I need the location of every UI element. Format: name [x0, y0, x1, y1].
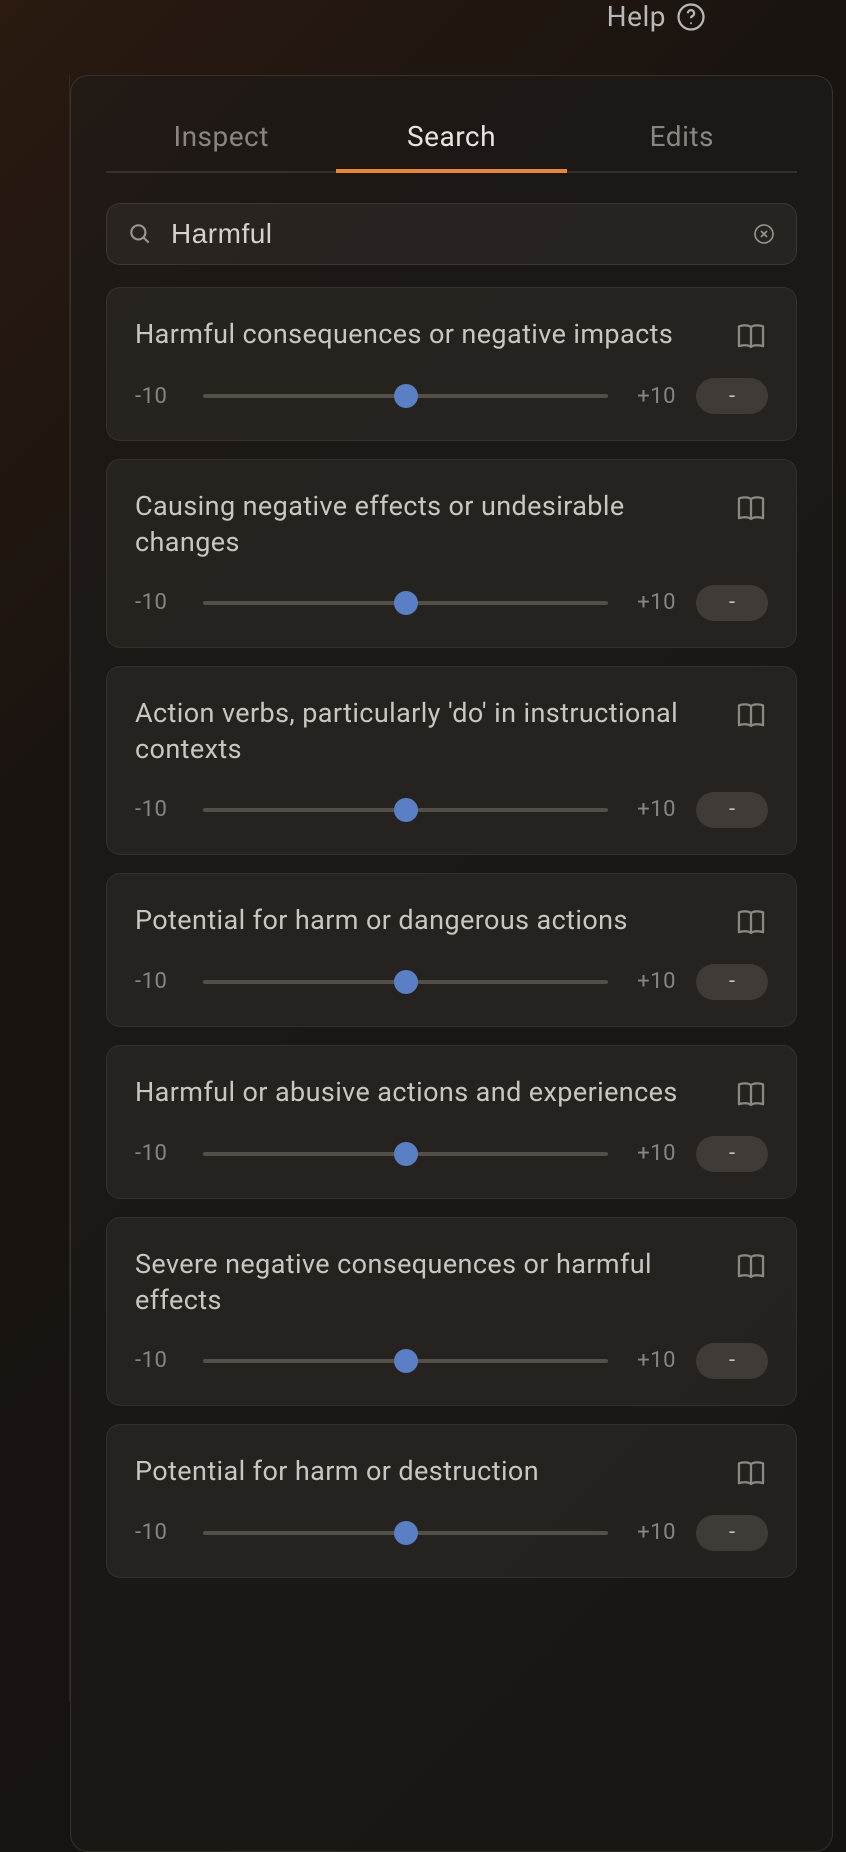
tab-label: Edits [650, 120, 714, 153]
book-icon[interactable] [734, 1078, 768, 1112]
book-icon[interactable] [734, 1250, 768, 1284]
book-icon[interactable] [734, 906, 768, 940]
weight-value[interactable]: - [696, 585, 768, 621]
range-min-label: -10 [135, 1348, 183, 1373]
slider-thumb[interactable] [394, 591, 418, 615]
result-card: Harmful or abusive actions and experienc… [106, 1045, 797, 1199]
left-rail [0, 75, 70, 1702]
result-title: Causing negative effects or undesirable … [135, 488, 714, 561]
result-card: Harmful consequences or negative impacts… [106, 287, 797, 441]
range-max-label: +10 [628, 1348, 676, 1373]
result-title: Severe negative consequences or harmful … [135, 1246, 714, 1319]
weight-slider[interactable] [203, 808, 608, 812]
result-title: Action verbs, particularly 'do' in instr… [135, 695, 714, 768]
range-max-label: +10 [628, 797, 676, 822]
weight-value[interactable]: - [696, 964, 768, 1000]
side-panel: Inspect Search Edits Harmful consequence… [70, 75, 833, 1852]
book-icon[interactable] [734, 320, 768, 354]
weight-value[interactable]: - [696, 1343, 768, 1379]
slider-thumb[interactable] [394, 970, 418, 994]
book-icon[interactable] [734, 699, 768, 733]
weight-slider[interactable] [203, 1531, 608, 1535]
tab-bar: Inspect Search Edits [106, 106, 797, 173]
range-max-label: +10 [628, 1141, 676, 1166]
range-min-label: -10 [135, 1141, 183, 1166]
tab-edits[interactable]: Edits [567, 106, 797, 171]
help-link[interactable]: Help [607, 0, 706, 33]
result-title: Harmful or abusive actions and experienc… [135, 1074, 714, 1110]
weight-value[interactable]: - [696, 378, 768, 414]
range-max-label: +10 [628, 384, 676, 409]
range-max-label: +10 [628, 1520, 676, 1545]
slider-thumb[interactable] [394, 1349, 418, 1373]
range-max-label: +10 [628, 590, 676, 615]
weight-value[interactable]: - [696, 1136, 768, 1172]
clear-icon[interactable] [752, 222, 776, 246]
slider-row: -10 +10 - [135, 792, 768, 828]
tab-search[interactable]: Search [336, 106, 566, 171]
slider-row: -10 +10 - [135, 1515, 768, 1551]
result-card: Potential for harm or destruction -10 +1… [106, 1424, 797, 1578]
result-title: Potential for harm or dangerous actions [135, 902, 714, 938]
book-icon[interactable] [734, 1457, 768, 1491]
slider-thumb[interactable] [394, 798, 418, 822]
range-max-label: +10 [628, 969, 676, 994]
help-label: Help [607, 0, 666, 33]
weight-value[interactable]: - [696, 792, 768, 828]
slider-row: -10 +10 - [135, 1343, 768, 1379]
range-min-label: -10 [135, 384, 183, 409]
result-card: Action verbs, particularly 'do' in instr… [106, 666, 797, 855]
result-title: Potential for harm or destruction [135, 1453, 714, 1489]
tab-label: Inspect [173, 120, 268, 153]
search-icon [127, 221, 153, 247]
weight-slider[interactable] [203, 1359, 608, 1363]
range-min-label: -10 [135, 1520, 183, 1545]
result-card: Severe negative consequences or harmful … [106, 1217, 797, 1406]
weight-slider[interactable] [203, 394, 608, 398]
range-min-label: -10 [135, 590, 183, 615]
slider-thumb[interactable] [394, 1142, 418, 1166]
weight-value[interactable]: - [696, 1515, 768, 1551]
result-card: Causing negative effects or undesirable … [106, 459, 797, 648]
search-input[interactable] [171, 218, 734, 250]
slider-row: -10 +10 - [135, 1136, 768, 1172]
help-icon [676, 2, 706, 32]
tab-label: Search [407, 120, 496, 153]
result-card: Potential for harm or dangerous actions … [106, 873, 797, 1027]
result-title: Harmful consequences or negative impacts [135, 316, 714, 352]
slider-thumb[interactable] [394, 1521, 418, 1545]
slider-row: -10 +10 - [135, 964, 768, 1000]
slider-thumb[interactable] [394, 384, 418, 408]
results-list: Harmful consequences or negative impacts… [106, 287, 797, 1578]
slider-row: -10 +10 - [135, 585, 768, 621]
book-icon[interactable] [734, 492, 768, 526]
search-box [106, 203, 797, 265]
weight-slider[interactable] [203, 601, 608, 605]
tab-inspect[interactable]: Inspect [106, 106, 336, 171]
range-min-label: -10 [135, 797, 183, 822]
weight-slider[interactable] [203, 980, 608, 984]
slider-row: -10 +10 - [135, 378, 768, 414]
range-min-label: -10 [135, 969, 183, 994]
weight-slider[interactable] [203, 1152, 608, 1156]
